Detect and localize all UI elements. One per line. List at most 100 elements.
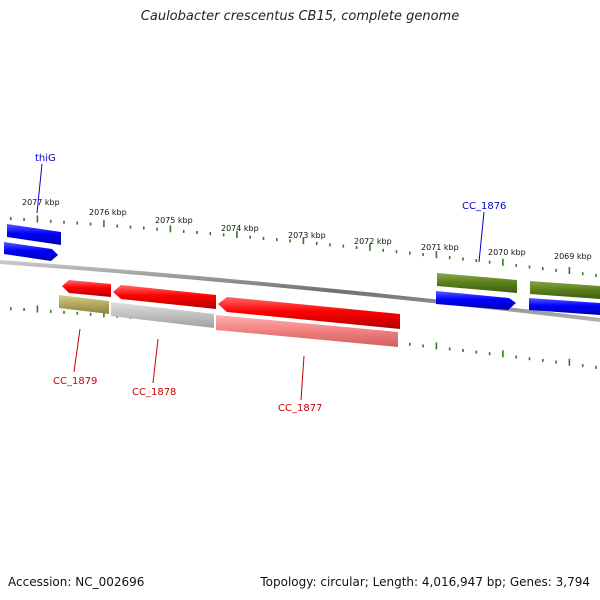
major-tick <box>36 305 39 313</box>
scale-label: 2076 kbp <box>89 208 127 217</box>
minor-tick <box>422 253 424 257</box>
scale-label: 2075 kbp <box>155 216 193 225</box>
minor-tick <box>63 310 65 314</box>
genome-backbone <box>0 260 600 322</box>
scale-label: 2077 kbp <box>22 198 60 207</box>
minor-tick <box>89 312 92 316</box>
major-tick <box>36 215 39 223</box>
gene-label-CC_1879[interactable]: CC_1879 <box>53 376 97 387</box>
minor-tick <box>528 357 531 361</box>
minor-tick <box>475 259 478 263</box>
major-tick <box>502 350 504 358</box>
thiG-feature-top[interactable] <box>7 224 61 245</box>
minor-tick <box>395 250 398 254</box>
scale-label: 2070 kbp <box>488 248 526 257</box>
pink-feature[interactable] <box>216 315 398 347</box>
minor-tick <box>528 265 531 269</box>
scale-label: 2072 kbp <box>354 237 392 246</box>
minor-tick <box>595 273 597 277</box>
gene-labels: thiG CC_1876 CC_1879 CC_1878 CC_1877 <box>35 153 506 414</box>
minor-tick <box>555 268 557 272</box>
minor-tick <box>342 244 345 248</box>
label-leaders <box>36 163 485 401</box>
minor-tick <box>448 347 451 351</box>
minor-tick <box>289 239 291 243</box>
major-tick <box>369 243 371 251</box>
gene-label-thiG[interactable]: thiG <box>35 153 56 164</box>
minor-tick <box>475 350 478 354</box>
minor-tick <box>555 360 557 364</box>
gene-label-CC_1876[interactable]: CC_1876 <box>462 201 506 212</box>
minor-tick <box>422 344 424 348</box>
minor-tick <box>315 242 318 245</box>
minor-tick <box>448 256 451 260</box>
map-title: Caulobacter crescentus CB15, complete ge… <box>140 9 460 24</box>
major-tick <box>103 310 105 318</box>
major-tick <box>302 237 305 245</box>
minor-tick <box>143 226 145 230</box>
CC_1876-feature[interactable] <box>436 291 516 310</box>
reverse-features <box>59 280 400 347</box>
minor-tick <box>76 221 79 225</box>
minor-tick <box>23 308 25 311</box>
gene-label-CC_1878[interactable]: CC_1878 <box>132 387 176 398</box>
scale-label: 2073 kbp <box>288 231 326 240</box>
major-tick <box>435 251 438 259</box>
minor-tick <box>222 233 225 237</box>
minor-tick <box>515 355 517 359</box>
minor-tick <box>23 218 25 221</box>
CC_1878-feature[interactable] <box>113 285 216 309</box>
minor-tick <box>488 352 491 356</box>
major-tick <box>568 267 571 274</box>
olive-feature[interactable] <box>437 273 517 293</box>
minor-tick <box>10 217 12 221</box>
thiG-feature-arrow[interactable] <box>4 242 58 261</box>
khaki-feature[interactable] <box>59 295 109 314</box>
major-tick <box>435 342 438 350</box>
minor-tick <box>542 267 544 271</box>
minor-tick <box>595 365 597 369</box>
major-tick <box>502 258 504 266</box>
accession-text: Accession: NC_002696 <box>8 575 145 589</box>
minor-tick <box>462 257 464 261</box>
scale-label: 2069 kbp <box>554 252 592 261</box>
minor-tick <box>329 243 331 247</box>
minor-tick <box>116 224 118 228</box>
minor-tick <box>355 246 358 249</box>
forward-features <box>4 224 600 315</box>
minor-tick <box>63 220 65 224</box>
major-tick <box>169 225 172 233</box>
upper-scale-ticks <box>10 215 597 277</box>
CC_1877-feature[interactable] <box>218 297 400 329</box>
CC_1879-feature[interactable] <box>62 280 111 297</box>
minor-tick <box>488 260 491 264</box>
major-tick <box>568 358 571 366</box>
minor-tick <box>10 307 12 311</box>
minor-tick <box>182 229 185 233</box>
scale-label: 2071 kbp <box>421 243 459 252</box>
olive-feature-right[interactable] <box>530 281 600 299</box>
minor-tick <box>462 349 464 352</box>
minor-tick <box>262 236 265 240</box>
major-tick <box>103 220 105 228</box>
major-tick <box>236 231 238 238</box>
minor-tick <box>276 238 278 242</box>
minor-tick <box>515 263 517 267</box>
minor-tick <box>409 342 411 346</box>
minor-tick <box>49 309 52 313</box>
blue-feature-right[interactable] <box>529 298 600 315</box>
minor-tick <box>49 219 52 223</box>
gene-label-CC_1877[interactable]: CC_1877 <box>278 403 322 414</box>
minor-tick <box>196 231 198 234</box>
grey-feature[interactable] <box>111 302 214 328</box>
minor-tick <box>382 248 384 252</box>
scale-labels: 2077 kbp 2076 kbp 2075 kbp 2074 kbp 2073… <box>22 198 592 261</box>
genome-summary-text: Topology: circular; Length: 4,016,947 bp… <box>260 575 590 589</box>
minor-tick <box>249 235 251 239</box>
minor-tick <box>581 272 584 276</box>
minor-tick <box>89 222 92 226</box>
minor-tick <box>156 227 158 231</box>
minor-tick <box>209 232 212 236</box>
minor-tick <box>76 311 79 315</box>
